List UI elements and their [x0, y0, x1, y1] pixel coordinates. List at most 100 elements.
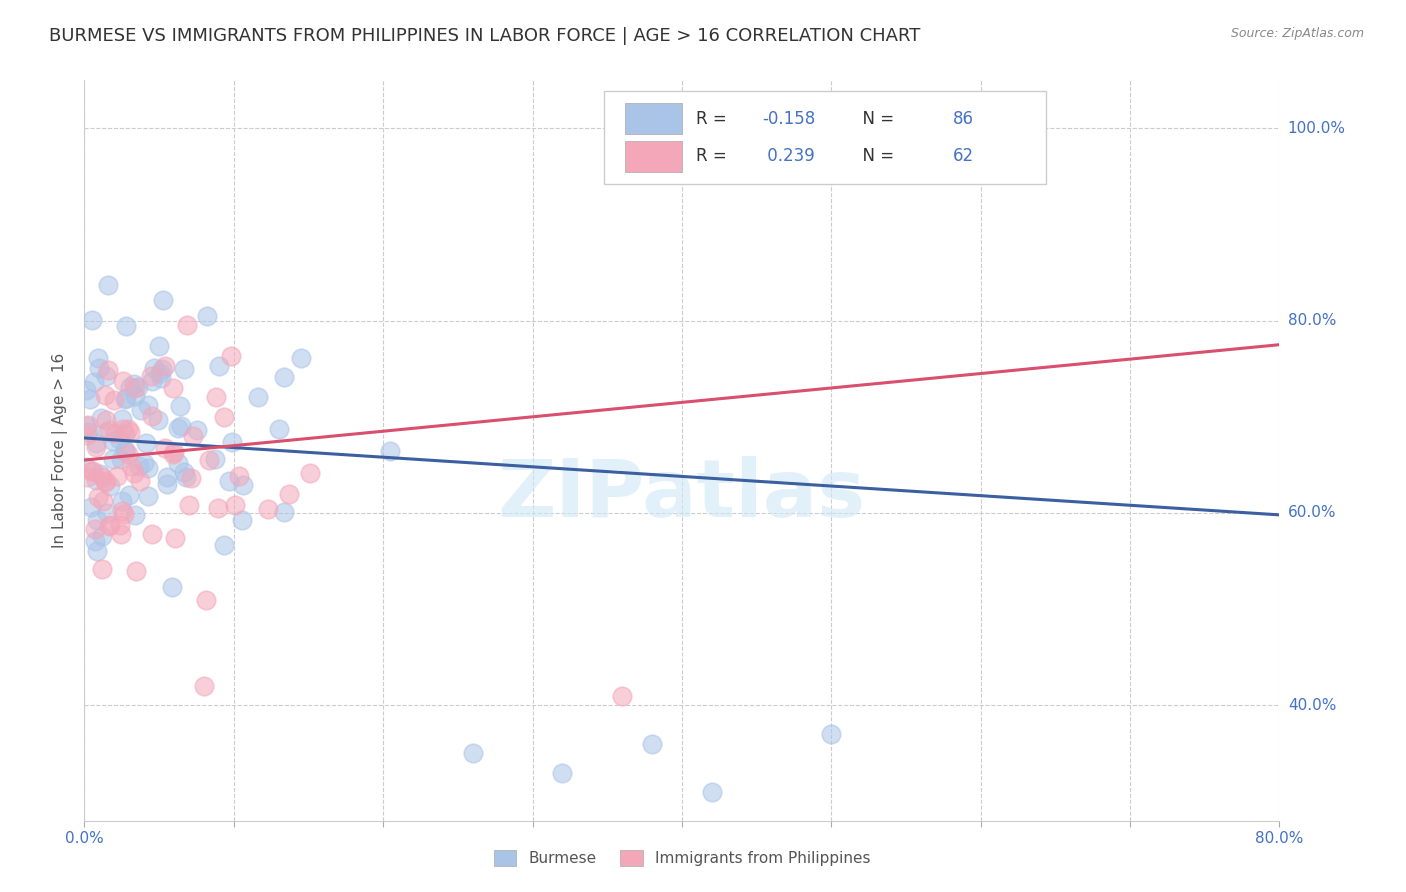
Point: [86, 513, 108, 527]
Point: [97, 423, 120, 437]
Point: [148, 413, 170, 427]
Point: [82, 312, 104, 326]
Point: [232, 478, 254, 492]
Point: [91, 493, 114, 508]
Text: 62: 62: [953, 147, 974, 165]
Point: [76, 425, 98, 439]
Point: [380, 443, 402, 458]
Point: [101, 434, 124, 448]
Point: [169, 399, 191, 413]
Point: [156, 470, 179, 484]
Point: [221, 434, 243, 449]
Legend: Burmese, Immigrants from Philippines: Burmese, Immigrants from Philippines: [488, 844, 876, 872]
Point: [179, 498, 201, 512]
Point: [120, 458, 142, 473]
Point: [83, 522, 105, 536]
Text: R =: R =: [696, 147, 733, 165]
Point: [79, 392, 101, 406]
Point: [160, 580, 183, 594]
Point: [124, 508, 146, 523]
Point: [461, 747, 484, 761]
Point: [124, 388, 146, 402]
Text: 40.0%: 40.0%: [1288, 698, 1336, 713]
Point: [273, 370, 295, 384]
Point: [127, 380, 149, 394]
Point: [212, 410, 235, 425]
Point: [84, 473, 107, 487]
Point: [98, 479, 121, 493]
Point: [94, 474, 117, 488]
Point: [195, 309, 218, 323]
Point: [228, 468, 250, 483]
Point: [141, 374, 163, 388]
Text: 86: 86: [953, 110, 974, 128]
Point: [298, 466, 321, 480]
Point: [114, 392, 136, 406]
Point: [204, 452, 226, 467]
Point: [75, 383, 97, 397]
Point: [91, 529, 114, 543]
Point: [256, 501, 278, 516]
Point: [76, 470, 98, 484]
Point: [83, 376, 105, 390]
Point: [208, 359, 231, 373]
Point: [169, 419, 191, 434]
Point: [173, 361, 195, 376]
Point: [114, 443, 136, 458]
Text: -0.158: -0.158: [762, 110, 815, 128]
Point: [141, 526, 163, 541]
Point: [150, 362, 173, 376]
Point: [103, 452, 125, 467]
Point: [166, 421, 188, 435]
Point: [125, 564, 148, 578]
Point: [149, 367, 172, 381]
Point: [152, 293, 174, 307]
Point: [108, 518, 131, 533]
Point: [94, 368, 117, 383]
Point: [118, 425, 141, 440]
Point: [103, 393, 125, 408]
Point: [273, 504, 295, 518]
Point: [115, 391, 138, 405]
Point: [75, 418, 97, 433]
Point: [122, 466, 145, 480]
Point: [700, 785, 723, 799]
Point: [112, 374, 135, 388]
Point: [97, 277, 120, 292]
Point: [181, 429, 204, 443]
Point: [641, 737, 664, 751]
Text: BURMESE VS IMMIGRANTS FROM PHILIPPINES IN LABOR FORCE | AGE > 16 CORRELATION CHA: BURMESE VS IMMIGRANTS FROM PHILIPPINES I…: [49, 27, 921, 45]
Point: [136, 398, 159, 412]
Point: [278, 487, 301, 501]
Text: 60.0%: 60.0%: [1288, 506, 1336, 520]
Point: [218, 474, 240, 488]
Point: [820, 727, 842, 741]
Point: [90, 410, 112, 425]
Point: [162, 447, 184, 461]
Point: [117, 446, 139, 460]
Point: [108, 433, 131, 447]
Point: [224, 498, 246, 512]
Text: 100.0%: 100.0%: [1288, 120, 1346, 136]
Point: [110, 451, 132, 466]
Point: [267, 422, 290, 436]
Point: [94, 475, 117, 490]
Point: [129, 474, 152, 488]
Point: [551, 765, 574, 780]
Point: [142, 360, 165, 375]
Point: [76, 417, 98, 432]
Point: [86, 544, 108, 558]
FancyBboxPatch shape: [605, 91, 1046, 184]
Point: [150, 370, 173, 384]
Point: [84, 533, 107, 548]
Point: [129, 402, 152, 417]
Point: [114, 443, 136, 458]
Point: [194, 593, 217, 607]
Point: [76, 428, 98, 442]
Point: [112, 422, 135, 436]
Point: [207, 501, 229, 516]
Point: [212, 538, 235, 552]
Point: [186, 424, 208, 438]
Point: [176, 318, 198, 333]
Point: [205, 390, 228, 404]
